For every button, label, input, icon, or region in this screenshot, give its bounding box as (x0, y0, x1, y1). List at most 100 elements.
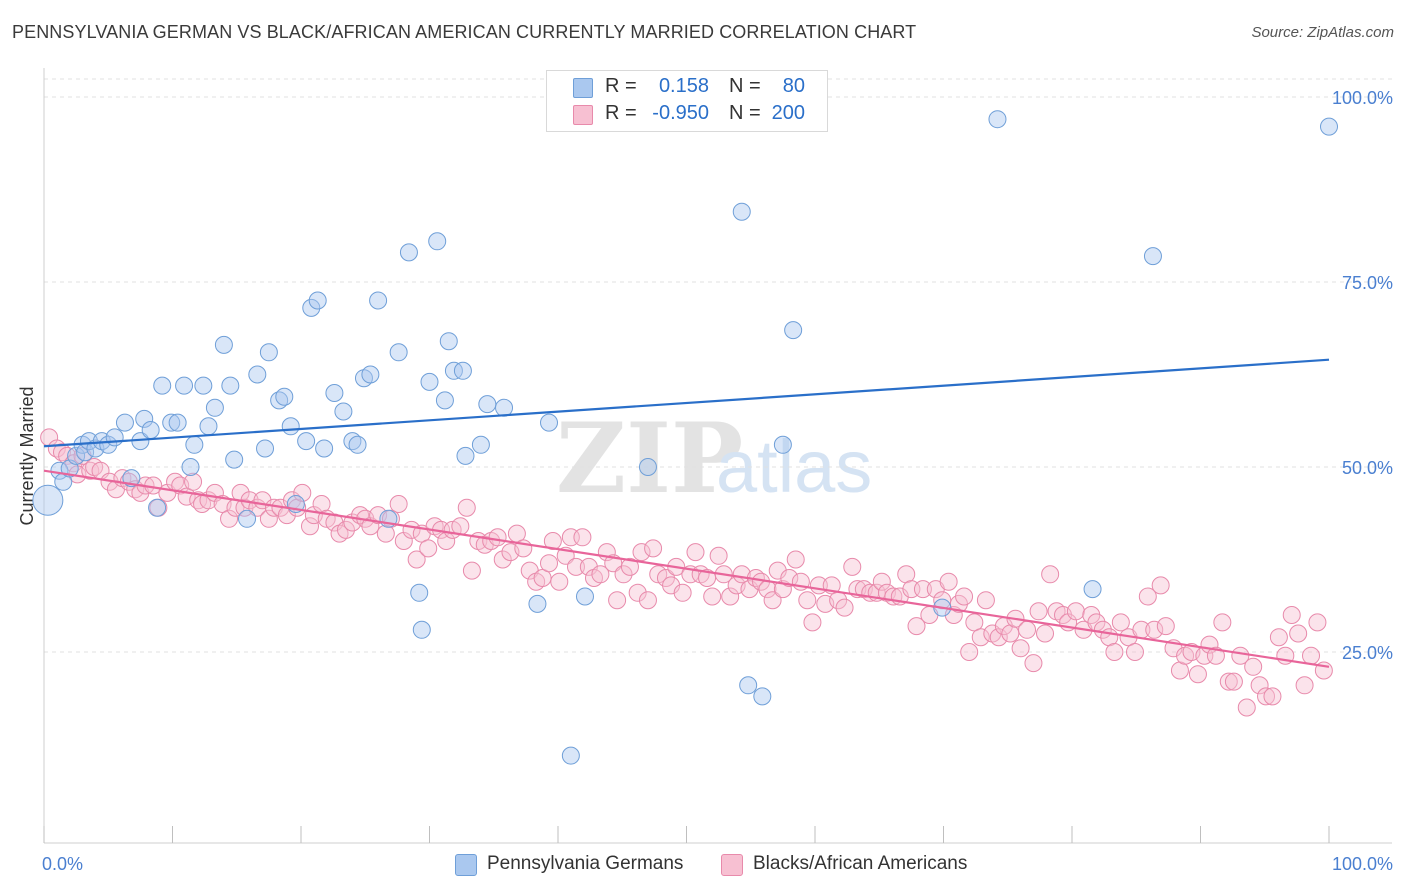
data-point (420, 372, 439, 391)
data-point (419, 539, 438, 558)
source-credit: Source: ZipAtlas.com (1251, 24, 1394, 41)
data-point (315, 439, 334, 458)
r-label: R = (605, 102, 637, 124)
watermark-atlas: atlas (716, 425, 872, 508)
data-point (575, 587, 594, 606)
n-label: N = (729, 102, 761, 124)
data-point (348, 435, 367, 454)
data-point (976, 591, 995, 610)
data-point (913, 580, 932, 599)
n-label: N = (729, 75, 761, 97)
data-point (1024, 654, 1043, 673)
data-point (293, 483, 312, 502)
x-tick-label-max: 100.0% (1332, 854, 1393, 874)
data-point (1041, 565, 1060, 584)
data-point (1244, 657, 1263, 676)
data-point (698, 569, 717, 587)
data-point (67, 446, 86, 465)
data-point (540, 413, 559, 432)
data-point (259, 509, 278, 528)
y-tick-label: 75.0% (1342, 273, 1393, 293)
y-tick-label: 100.0% (1332, 88, 1393, 108)
data-point (275, 387, 294, 406)
r-value: 0.158 (658, 75, 709, 97)
data-point (632, 543, 651, 562)
data-point (1083, 580, 1102, 599)
n-value: 200 (771, 102, 805, 124)
data-point (1151, 576, 1170, 595)
data-point (798, 591, 817, 610)
data-point (270, 391, 289, 410)
data-point (412, 620, 431, 639)
data-point (1029, 602, 1048, 621)
data-point (1138, 587, 1157, 606)
data-point (302, 298, 321, 317)
data-point (389, 343, 408, 362)
y-tick-label: 50.0% (1342, 458, 1393, 478)
data-point (369, 291, 388, 310)
data-point (566, 557, 585, 576)
data-point (184, 472, 203, 491)
data-point (1206, 646, 1225, 665)
data-point (803, 613, 822, 632)
data-point (721, 587, 740, 606)
data-point (1289, 624, 1308, 643)
data-point (638, 458, 657, 476)
data-point (162, 413, 181, 432)
data-point (543, 532, 562, 550)
data-point (550, 572, 569, 591)
data-point (1143, 247, 1162, 266)
series-black-african-americans (40, 428, 1333, 717)
data-point (528, 594, 547, 613)
data-point (99, 435, 118, 454)
data-point (1224, 672, 1243, 691)
data-point (439, 332, 458, 351)
data-point (1250, 676, 1269, 695)
x-tick-label-min: 0.0% (42, 854, 83, 874)
data-point (361, 365, 380, 384)
data-point (1213, 613, 1232, 632)
legend-row-black-african-americans: R = -0.950 N = 200 (547, 101, 827, 127)
data-point (638, 591, 657, 610)
legend-swatch-blue (573, 78, 593, 98)
data-point (297, 432, 316, 451)
data-point (32, 484, 64, 516)
data-point (105, 428, 124, 447)
data-point (1257, 687, 1276, 706)
data-point (573, 528, 592, 547)
legend-row-pennsylvania-germans: R = 0.158 N = 80 (547, 74, 827, 100)
data-point (988, 110, 1007, 129)
data-point (835, 598, 854, 617)
series-pennsylvania-germans (32, 88, 1338, 765)
data-point (739, 676, 758, 695)
correlation-legend: R = 0.158 N = 80 R = -0.950 N = 200 (546, 70, 828, 132)
data-point (872, 572, 891, 591)
data-point (334, 402, 353, 421)
trend-line-blue (43, 358, 1330, 448)
data-point (225, 450, 244, 469)
data-point (256, 439, 275, 458)
data-point (214, 335, 233, 354)
data-point (135, 409, 154, 428)
data-point (153, 376, 172, 395)
data-point (52, 443, 71, 462)
data-point (1105, 643, 1124, 661)
data-point (843, 557, 862, 576)
data-point (115, 413, 134, 432)
data-point (1018, 620, 1037, 639)
data-point (428, 232, 447, 251)
series-legend: Pennsylvania Germans Blacks/African Amer… (0, 852, 1406, 878)
data-point (907, 617, 926, 636)
data-point (1011, 639, 1030, 658)
r-value: -0.950 (652, 102, 709, 124)
data-point (495, 398, 514, 417)
data-point (614, 565, 633, 584)
data-point (185, 435, 204, 454)
data-point (238, 509, 257, 528)
data-point (709, 546, 728, 565)
data-point (753, 687, 772, 706)
data-point (451, 517, 470, 536)
n-value: 80 (782, 75, 805, 97)
data-point (336, 520, 355, 539)
data-point (199, 417, 218, 436)
